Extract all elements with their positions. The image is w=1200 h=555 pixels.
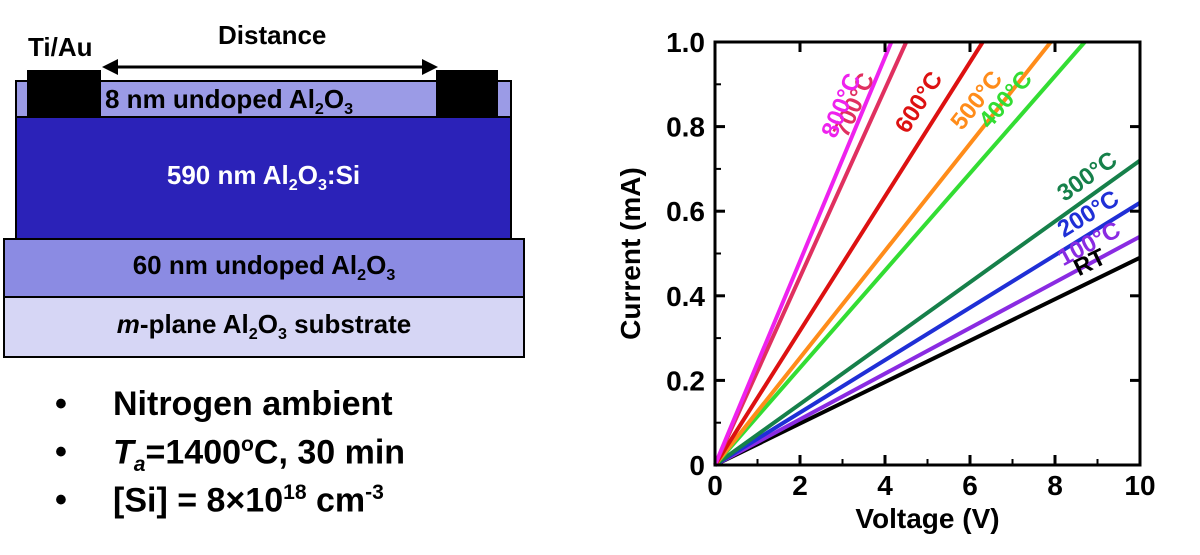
substrate-sub2: 2 bbox=[248, 325, 258, 344]
buffer-layer-label: 60 nm undoped Al2O3 bbox=[133, 250, 396, 285]
doped-text: 590 nm Al bbox=[166, 160, 289, 191]
top-oxide-sub2: 2 bbox=[314, 100, 324, 119]
doped-text-o: O bbox=[297, 160, 318, 191]
series-line bbox=[713, 40, 1087, 467]
doping-unit: cm bbox=[306, 481, 366, 520]
x-tick-label: 0 bbox=[707, 470, 723, 501]
anneal-sub-a: a bbox=[133, 453, 146, 477]
bullet-icon: • bbox=[55, 385, 67, 423]
y-tick-label: 0.4 bbox=[666, 281, 705, 312]
y-tick-label: 1.0 bbox=[666, 27, 705, 58]
x-tick-label: 8 bbox=[1047, 470, 1063, 501]
series-line bbox=[713, 40, 1053, 467]
doped-sub3: 3 bbox=[317, 176, 327, 195]
substrate-text-m: m bbox=[116, 309, 140, 340]
ambient-text: Nitrogen ambient bbox=[113, 385, 393, 423]
list-item-doping: • [Si] = 8×1018 cm-3 bbox=[55, 481, 405, 529]
buffer-sub3: 3 bbox=[386, 266, 396, 285]
buffer-layer: 60 nm undoped Al2O3 bbox=[3, 238, 525, 298]
anneal-t: T bbox=[113, 433, 134, 472]
left-contact-pad bbox=[27, 70, 101, 118]
buffer-sub2: 2 bbox=[357, 266, 367, 285]
anneal-value: =1400 bbox=[145, 433, 242, 472]
series-line bbox=[713, 41, 909, 466]
bullet-icon: • bbox=[55, 481, 67, 520]
series-line bbox=[713, 201, 1142, 467]
bullet-icon: • bbox=[55, 433, 67, 472]
doping-exp: 18 bbox=[283, 481, 307, 504]
x-tick-label: 10 bbox=[1124, 470, 1155, 501]
top-oxide-label: 8 nm undoped Al2O3 bbox=[105, 84, 353, 119]
y-tick-label: 0 bbox=[689, 450, 705, 481]
substrate-text: -plane Al bbox=[139, 309, 249, 340]
series-line bbox=[713, 40, 985, 467]
distance-label: Distance bbox=[218, 20, 327, 50]
doped-text-si: :Si bbox=[326, 160, 361, 191]
top-oxide-text-o: O bbox=[323, 84, 345, 114]
substrate-label: m-plane Al2O3 substrate bbox=[117, 309, 411, 344]
y-ticks: 0 0.2 0.4 0.6 0.8 1.0 bbox=[666, 27, 1140, 481]
series-line bbox=[713, 158, 1142, 467]
plot-lines bbox=[713, 40, 1142, 467]
series-label: 600°C bbox=[890, 67, 949, 138]
substrate-layer: m-plane Al2O3 substrate bbox=[3, 296, 525, 358]
doped-sub2: 2 bbox=[288, 176, 298, 195]
series-line bbox=[714, 234, 1141, 467]
top-oxide-text: 8 nm undoped Al bbox=[105, 84, 315, 114]
anneal-degree: o bbox=[241, 433, 254, 456]
list-item-ambient: • Nitrogen ambient bbox=[55, 385, 405, 433]
x-tick-label: 6 bbox=[962, 470, 978, 501]
conditions-list: • Nitrogen ambient • Ta=1400oC, 30 min •… bbox=[55, 385, 405, 529]
doping-base: [Si] = 8×10 bbox=[113, 481, 284, 520]
y-tick-label: 0.6 bbox=[666, 196, 705, 227]
y-tick-label: 0.8 bbox=[666, 112, 705, 143]
top-oxide-sub3: 3 bbox=[344, 100, 354, 119]
iv-chart: RT100°C200°C300°C400°C500°C600°C700°C800… bbox=[615, 27, 1156, 534]
y-axis-label: Current (mA) bbox=[615, 167, 646, 340]
distance-arrow bbox=[102, 59, 438, 75]
contact-label: Ti/Au bbox=[28, 32, 93, 62]
anneal-text: Ta=1400oC, 30 min bbox=[113, 433, 405, 477]
anneal-rest: C, 30 min bbox=[253, 433, 406, 472]
x-tick-label: 4 bbox=[877, 470, 893, 501]
doping-text: [Si] = 8×1018 cm-3 bbox=[113, 481, 384, 520]
doped-layer: 590 nm Al2O3:Si bbox=[15, 116, 512, 240]
doped-layer-label: 590 nm Al2O3:Si bbox=[167, 160, 360, 195]
x-tick-label: 2 bbox=[792, 470, 808, 501]
x-axis-label: Voltage (V) bbox=[855, 503, 999, 534]
list-item-anneal: • Ta=1400oC, 30 min bbox=[55, 433, 405, 481]
x-ticks: 0 2 4 6 8 10 bbox=[707, 42, 1156, 501]
doping-unit-exp: -3 bbox=[365, 481, 384, 504]
substrate-text-o: O bbox=[257, 309, 278, 340]
right-contact-pad bbox=[436, 70, 498, 118]
y-tick-label: 0.2 bbox=[666, 365, 705, 396]
substrate-text-end: substrate bbox=[286, 309, 412, 340]
series-line bbox=[714, 255, 1141, 467]
substrate-sub3: 3 bbox=[277, 325, 287, 344]
series-line bbox=[713, 41, 894, 466]
buffer-text-o: O bbox=[366, 250, 387, 281]
buffer-text: 60 nm undoped Al bbox=[132, 250, 358, 281]
